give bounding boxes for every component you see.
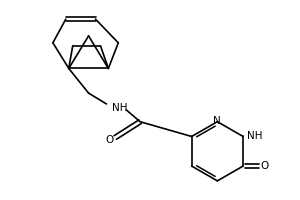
Text: N: N: [214, 116, 221, 126]
Text: O: O: [261, 161, 269, 171]
Text: NH: NH: [112, 103, 128, 113]
Text: NH: NH: [247, 131, 262, 141]
Text: O: O: [105, 135, 113, 145]
